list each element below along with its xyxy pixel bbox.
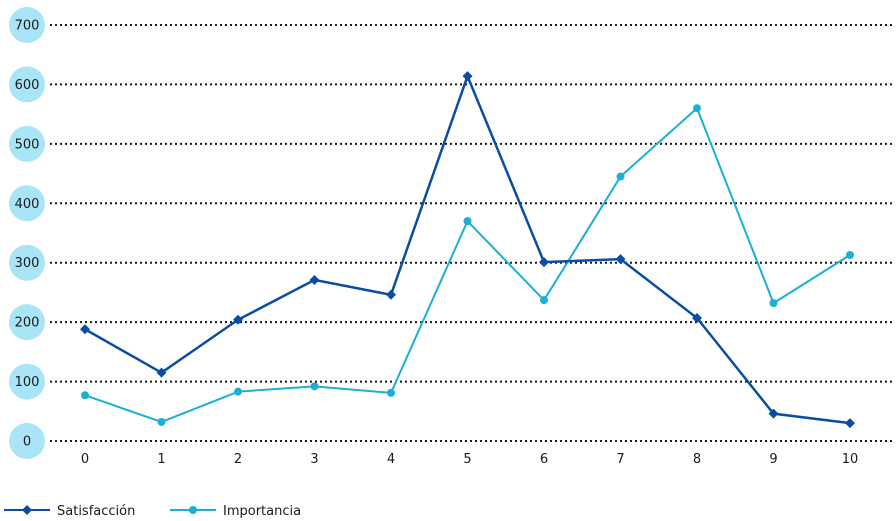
y-axis-ticks: 0 100 200 300 400 500 600 700	[9, 7, 45, 459]
data-point	[693, 104, 701, 113]
data-point	[310, 382, 319, 391]
data-point	[769, 299, 778, 308]
data-point	[463, 217, 472, 226]
x-tick-label: 4	[387, 452, 395, 467]
y-tick-label: 400	[15, 197, 40, 212]
x-tick-label: 3	[310, 452, 318, 467]
data-point	[462, 71, 473, 82]
data-point	[233, 314, 243, 325]
legend: Satisfacción Importancia	[4, 504, 301, 519]
data-point	[234, 387, 242, 396]
x-tick-label: 9	[769, 452, 777, 467]
legend-label: Satisfacción	[57, 504, 135, 519]
data-point	[386, 289, 396, 300]
data-point	[156, 367, 167, 378]
data-point	[387, 388, 395, 397]
series-line	[84, 106, 851, 424]
series-1	[81, 104, 854, 426]
y-tick-bubble	[9, 66, 45, 103]
series-line	[84, 72, 851, 425]
y-tick-label: 700	[15, 19, 40, 34]
y-tick-label: 500	[15, 137, 40, 152]
x-tick-label: 2	[234, 452, 242, 467]
x-tick-label: 10	[842, 452, 859, 467]
x-axis-ticks: 0 1 2 3 4 5 6 7 8 9 10	[81, 452, 858, 467]
y-tick-bubble	[9, 125, 45, 162]
x-tick-label: 7	[616, 452, 624, 467]
y-tick-bubble	[9, 244, 45, 281]
y-tick-bubble	[9, 7, 45, 43]
x-tick-label: 1	[157, 452, 165, 467]
y-tick-label: 600	[15, 78, 40, 93]
data-point	[845, 418, 855, 429]
x-tick-label: 0	[81, 452, 89, 467]
data-point	[81, 391, 89, 400]
data-point	[768, 408, 779, 419]
x-tick-label: 6	[540, 452, 548, 467]
data-point	[615, 254, 626, 265]
y-tick-label: 300	[15, 256, 40, 271]
data-point	[616, 172, 625, 181]
data-point	[80, 324, 90, 335]
y-tick-bubble	[9, 185, 45, 222]
y-tick-label: 0	[23, 435, 31, 450]
y-tick-label: 200	[15, 316, 40, 331]
data-point	[309, 274, 320, 285]
legend-item: Satisfacción	[4, 504, 135, 519]
data-point	[846, 250, 854, 259]
y-tick-bubble	[9, 363, 45, 400]
y-tick-label: 100	[15, 375, 40, 390]
data-point	[692, 312, 702, 323]
legend-item: Importancia	[170, 504, 301, 519]
x-tick-label: 8	[693, 452, 701, 467]
data-point	[539, 257, 549, 268]
legend-marker	[189, 506, 197, 514]
y-tick-bubble	[9, 423, 45, 459]
series-0	[80, 71, 855, 429]
legend-marker	[22, 505, 32, 515]
data-point	[157, 417, 166, 426]
data-point	[540, 296, 548, 305]
x-tick-label: 5	[463, 452, 471, 467]
y-tick-bubble	[9, 304, 45, 341]
legend-label: Importancia	[223, 504, 301, 519]
